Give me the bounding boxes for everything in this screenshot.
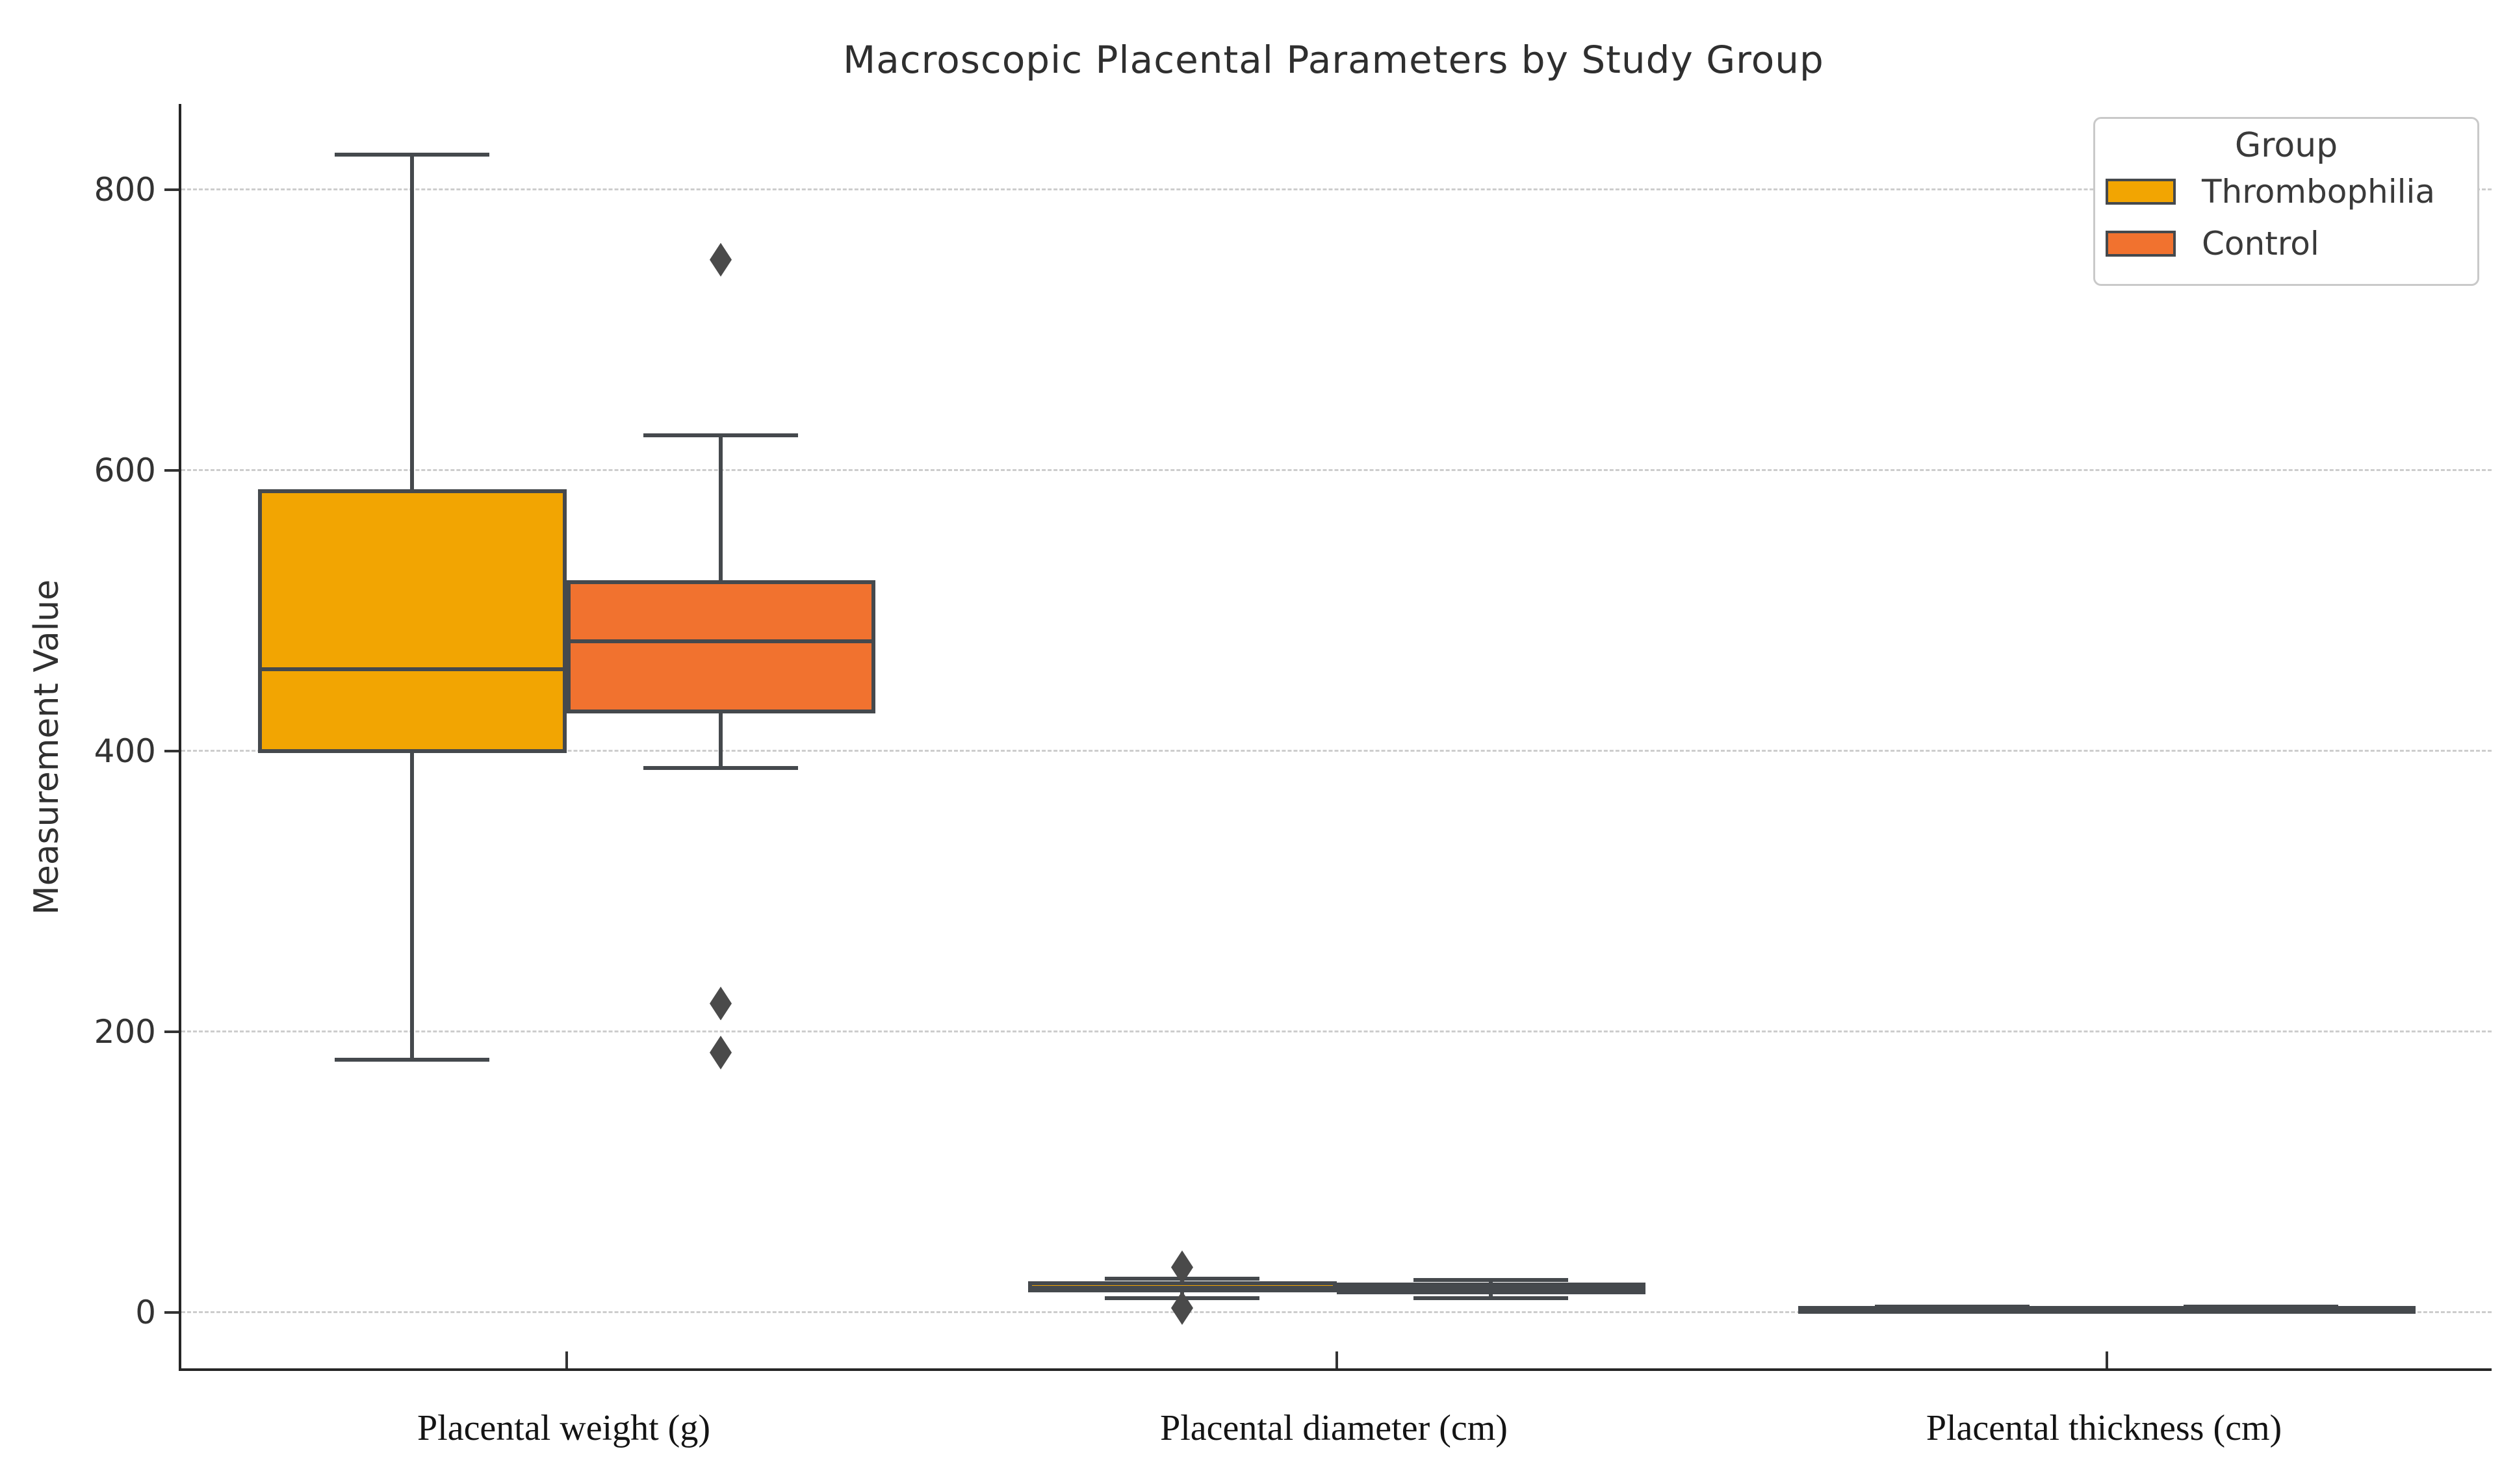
gridline-400	[181, 750, 2492, 752]
box-thrombophilia-placental-weight-g	[257, 489, 567, 753]
x-axis-tick-placental-diameter-cm	[1335, 1351, 1338, 1368]
whisker-cap-high-control-placental-diameter-cm	[1413, 1277, 1568, 1282]
median-thrombophilia-placental-diameter-cm	[1031, 1285, 1333, 1290]
y-tick-label-0: 0	[135, 1293, 156, 1331]
legend: Group Thrombophilia Control	[2093, 117, 2479, 286]
plot-area	[164, 104, 2492, 1371]
y-axis-tick-600	[164, 468, 179, 472]
median-control-placental-thickness-cm	[2110, 1307, 2412, 1311]
whisker-cap-high-thrombophilia-placental-weight-g	[335, 152, 489, 157]
whisker-cap-low-control-placental-diameter-cm	[1413, 1296, 1568, 1300]
box-control-placental-weight-g	[566, 580, 875, 714]
gridline-0	[181, 1311, 2492, 1314]
y-axis-tick-400	[164, 749, 179, 752]
x-axis-tick-placental-thickness-cm	[2105, 1351, 2108, 1368]
x-tick-label-placental-diameter-cm: Placental diameter (cm)	[1160, 1408, 1508, 1448]
whisker-cap-low-control-placental-weight-g	[643, 765, 798, 770]
median-thrombophilia-placental-thickness-cm	[1801, 1307, 2103, 1311]
legend-entry-control: Control	[2095, 218, 2477, 270]
y-tick-label-800: 800	[94, 170, 156, 209]
median-control-placental-weight-g	[570, 639, 871, 644]
legend-entry-thrombophilia: Thrombophilia	[2095, 166, 2477, 218]
y-tick-label-400: 400	[94, 732, 156, 770]
whisker-cap-low-thrombophilia-placental-weight-g	[335, 1057, 489, 1062]
legend-label-control: Control	[2202, 225, 2319, 262]
gridline-600	[181, 469, 2492, 472]
x-tick-label-placental-thickness-cm: Placental thickness (cm)	[1926, 1408, 2282, 1448]
legend-title: Group	[2234, 126, 2338, 165]
y-tick-label-600: 600	[94, 451, 156, 489]
legend-label-thrombophilia: Thrombophilia	[2202, 173, 2436, 211]
y-axis-tick-200	[164, 1030, 179, 1033]
gridline-200	[181, 1030, 2492, 1033]
control-color-swatch	[2106, 231, 2176, 257]
x-axis-tick-placental-weight-g	[565, 1351, 568, 1368]
outlier-diamond-control-placental-weight-g-1	[710, 986, 732, 1021]
median-control-placental-diameter-cm	[1340, 1286, 1642, 1290]
outlier-diamond-control-placental-weight-g-0	[710, 242, 732, 277]
median-thrombophilia-placental-weight-g	[261, 667, 563, 672]
gridline-800	[181, 188, 2492, 191]
y-axis-tick-800	[164, 188, 179, 191]
y-axis-tick-0	[164, 1311, 179, 1314]
y-tick-label-200: 200	[94, 1012, 156, 1051]
thrombophilia-color-swatch	[2106, 179, 2176, 205]
whisker-cap-high-control-placental-weight-g	[643, 433, 798, 437]
x-tick-label-placental-weight-g: Placental weight (g)	[417, 1408, 710, 1448]
chart-title: Macroscopic Placental Parameters by Stud…	[843, 38, 1824, 82]
outlier-diamond-control-placental-weight-g-2	[710, 1036, 732, 1070]
